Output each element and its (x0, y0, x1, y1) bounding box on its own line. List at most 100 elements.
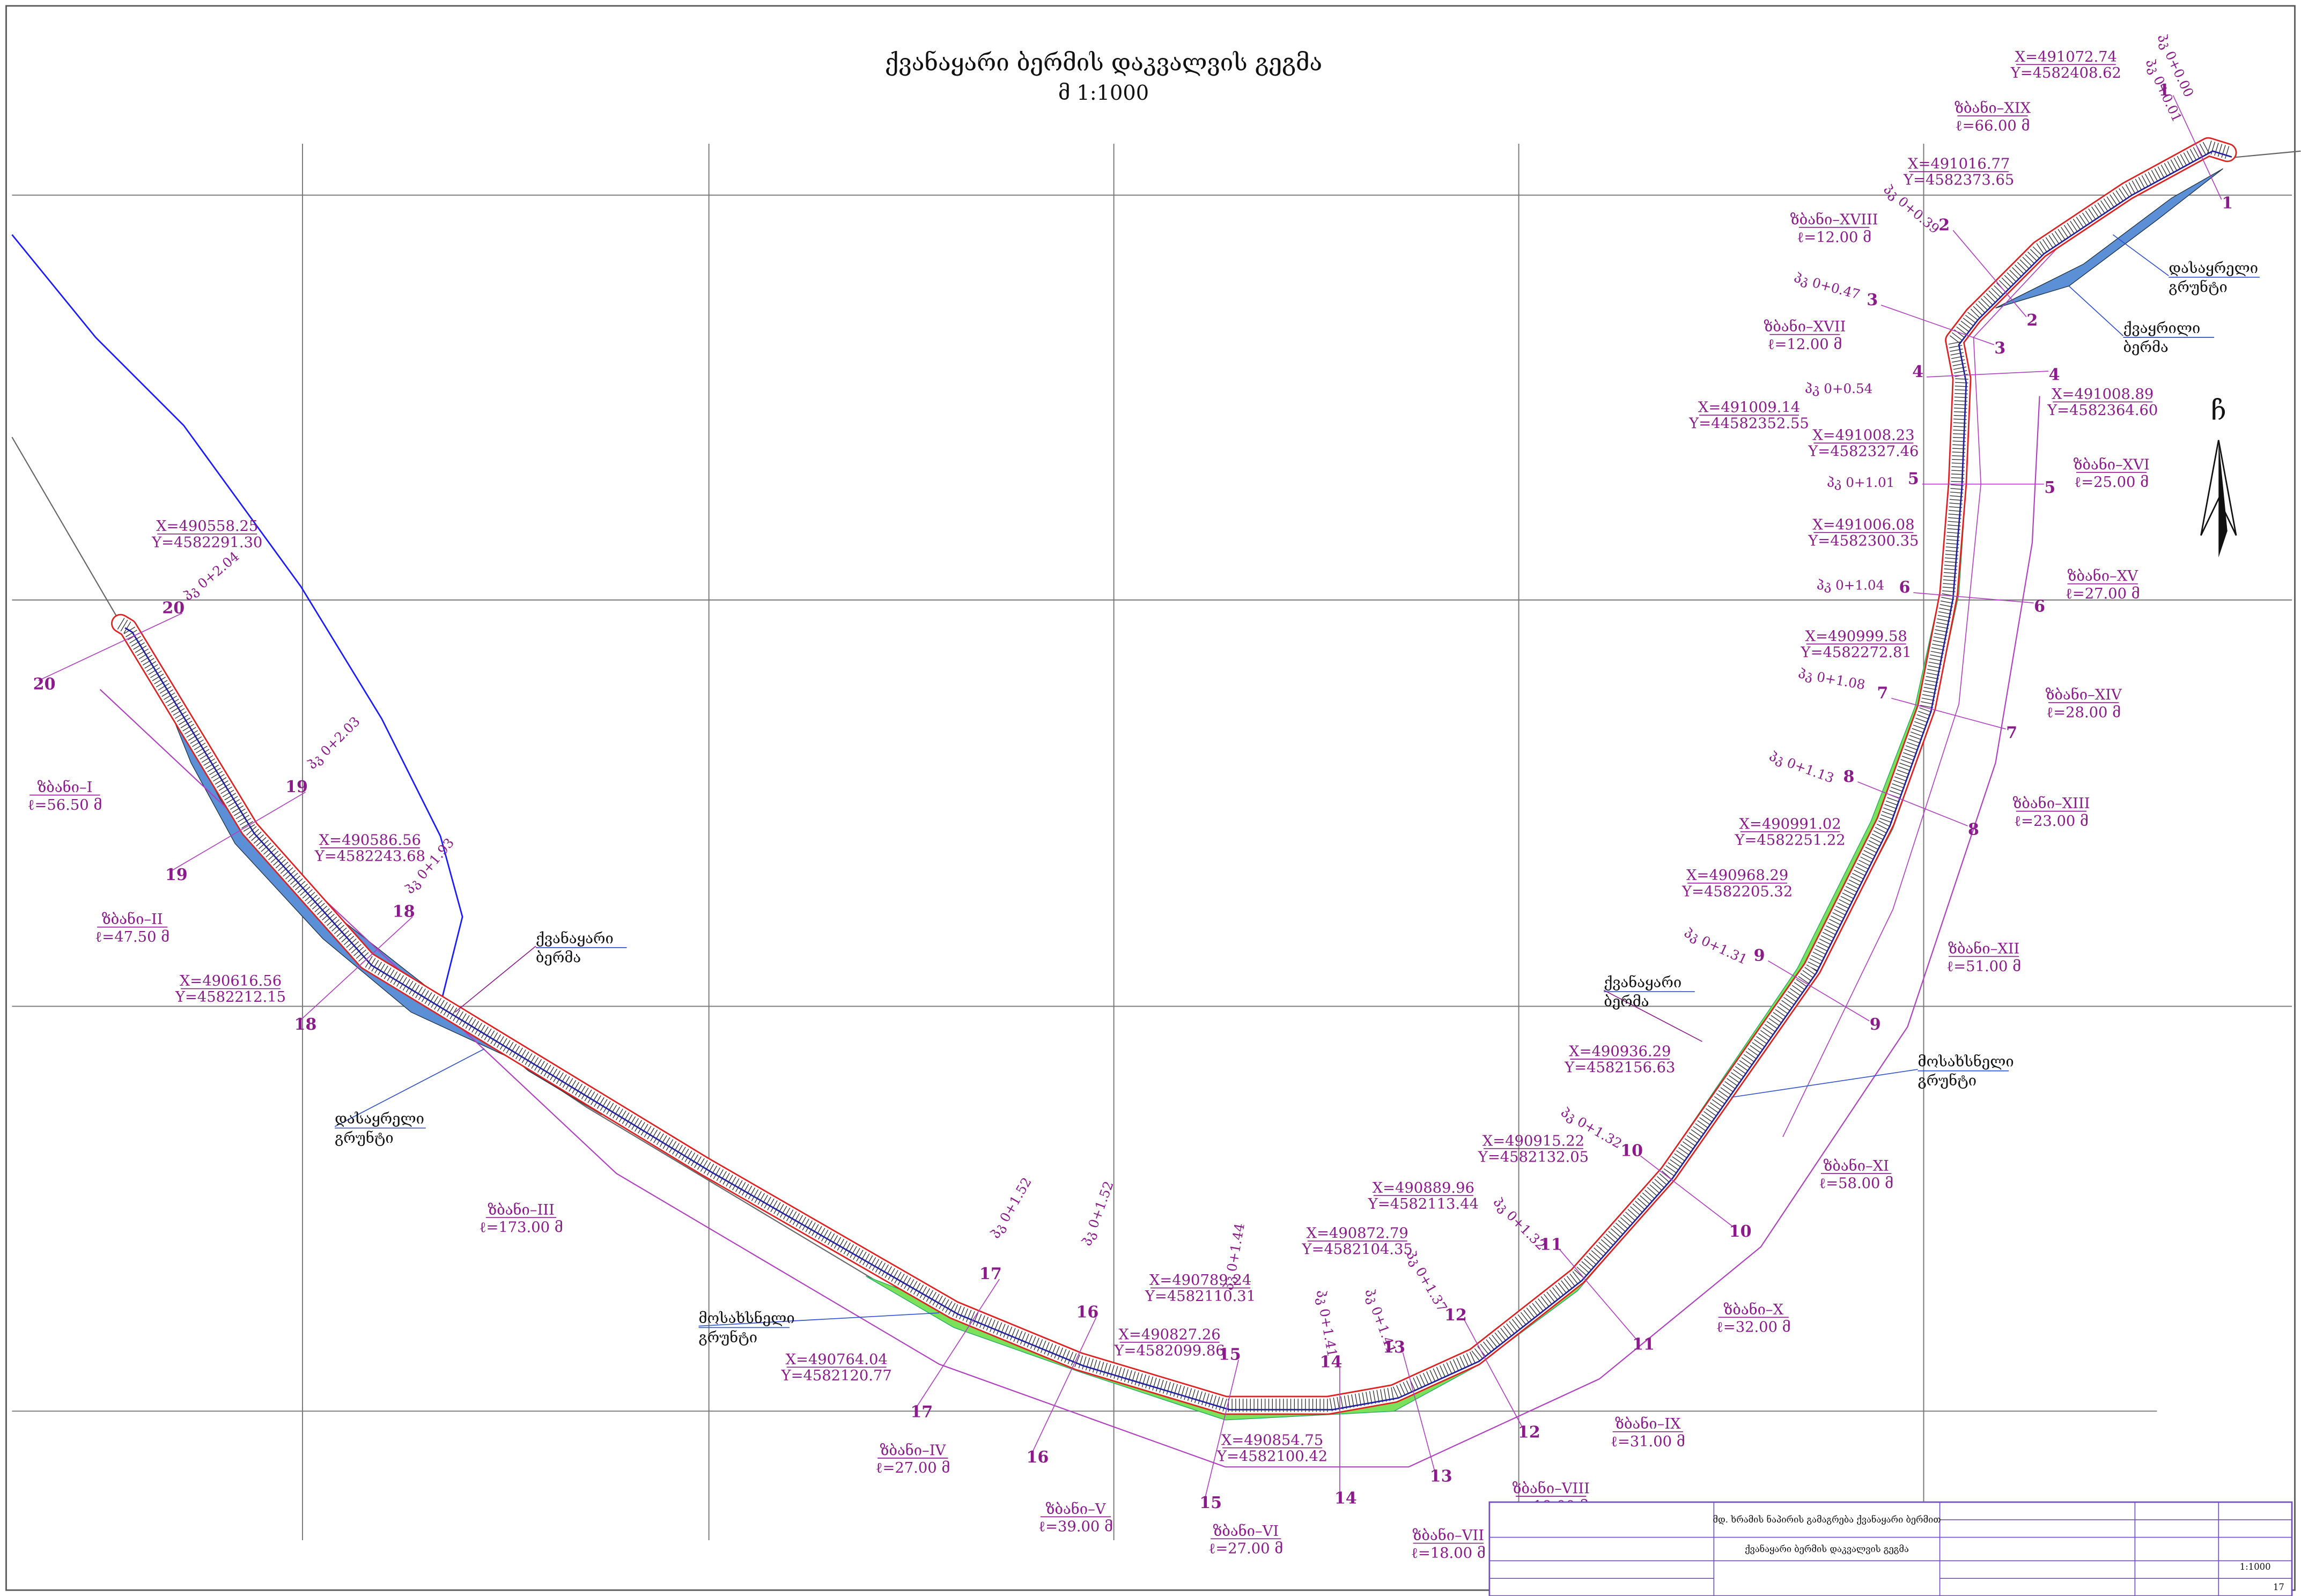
station-line (1559, 1249, 1638, 1341)
station-number: 10 (1620, 1141, 1643, 1160)
station-number: 5 (1908, 470, 1919, 489)
picket-label: პკ 0+1.37 (1403, 1248, 1450, 1314)
ground-line (2223, 150, 2301, 159)
section-length: ℓ=27.00 მ (875, 1460, 950, 1476)
coordinate-x: X=491009.14 (1698, 400, 1800, 416)
frame (5, 5, 2296, 1591)
coordinate-x: X=490991.02 (1739, 816, 1841, 832)
station-number: 16 (1076, 1303, 1098, 1321)
coordinate-y: Y=4582373.65 (1903, 172, 2014, 189)
coordinate-y: Y=44582352.55 (1688, 416, 1809, 432)
coordinate-x: X=490586.56 (319, 832, 421, 849)
sheet-number: 17 (2273, 1582, 2284, 1592)
section-length: ℓ=47.50 მ (95, 929, 169, 945)
coordinate-x: X=490999.58 (1805, 628, 1907, 645)
station-number: 9 (1754, 947, 1765, 965)
picket-label: პკ 0+1.01 (1827, 475, 1894, 490)
coordinate-y: Y=4582327.46 (1808, 444, 1919, 460)
station-line (1952, 230, 2027, 317)
title-block-lines (1489, 1502, 2292, 1596)
north-arrow-fill (2218, 440, 2228, 558)
section-boundary (99, 396, 2040, 1468)
station-line (1926, 371, 2049, 378)
picket-label: პკ 0+1.52 (1079, 1179, 1116, 1248)
picket-label: პკ 0+2.04 (180, 549, 242, 604)
station-number: 18 (393, 903, 415, 921)
station-number: 1 (2159, 81, 2170, 100)
coordinate-x: X=490616.56 (180, 973, 282, 989)
region-label: ბერმა (2123, 339, 2169, 356)
block-scale: 1:1000 (2240, 1562, 2271, 1572)
coordinate-x: X=491008.23 (1812, 427, 1914, 444)
coordinate-y: Y=4582251.22 (1734, 832, 1845, 849)
station-number: 7 (1877, 684, 1888, 703)
station-number: 10 (1729, 1222, 1752, 1241)
coordinate-x: X=490872.79 (1307, 1225, 1408, 1242)
station-number: 3 (1994, 339, 2005, 358)
station-number: 11 (1540, 1235, 1562, 1254)
station-number: 13 (1430, 1467, 1452, 1486)
grid (12, 144, 2292, 1541)
section-name: ზბანი–V (1045, 1501, 1106, 1518)
station-line (1031, 1317, 1097, 1454)
station-number: 11 (1632, 1335, 1655, 1354)
coordinate-x: X=490789.24 (1149, 1272, 1251, 1289)
coordinate-x: X=491016.77 (1908, 156, 2010, 173)
region-label: გრუნტი (699, 1329, 758, 1346)
leader-line (1603, 989, 1702, 1042)
region-label: ქვანაყარი (536, 930, 614, 947)
coordinate-y: Y=4582300.35 (1808, 533, 1919, 550)
coordinate-y: Y=4582156.63 (1564, 1060, 1675, 1076)
station-line (170, 792, 306, 872)
station-number: 19 (165, 866, 188, 884)
station-number: 13 (1383, 1338, 1405, 1357)
leader-line (334, 1048, 485, 1127)
station-line (1857, 781, 1968, 826)
annotations: X=491072.74Y=4582408.62X=491016.77Y=4582… (27, 32, 2260, 1562)
coordinate-y: Y=4582291.30 (151, 534, 262, 551)
section-length: ℓ=18.00 მ (1411, 1545, 1486, 1562)
section-name: ზბანი–XVIII (1790, 212, 1878, 228)
station-number: 1 (2222, 194, 2233, 212)
coordinate-y: Y=4582099.86 (1113, 1342, 1225, 1359)
station-number: 16 (1026, 1448, 1049, 1467)
picket-label: პკ 0+0.54 (1805, 381, 1872, 396)
project-name: მდ. ხრამის ნაპირის გამაგრება ქვანაყარი ბ… (1713, 1514, 1941, 1525)
section-length: ℓ=23.00 მ (2014, 813, 2089, 830)
region-label: ბერმა (1604, 993, 1649, 1010)
title-block: მდ. ხრამის ნაპირის გამაგრება ქვანაყარი ბ… (1488, 1501, 2293, 1596)
section-name: ზბანი–VIII (1513, 1481, 1590, 1497)
station-number: 12 (1444, 1306, 1467, 1325)
region-label: მოსახსნელი (699, 1310, 795, 1327)
station-number: 17 (910, 1402, 933, 1421)
coordinate-x: X=490889.96 (1373, 1180, 1474, 1196)
station-number: 19 (285, 778, 308, 796)
station-number: 6 (1899, 578, 1910, 597)
station-line (38, 612, 183, 681)
section-length: ℓ=31.00 მ (1611, 1434, 1685, 1450)
station-number: 4 (2048, 365, 2060, 384)
section-name: ზბანი–XVII (1764, 319, 1846, 335)
coordinate-y: Y=4582364.60 (2047, 402, 2158, 419)
region-label: გრუნტი (335, 1130, 394, 1147)
coordinate-x: X=491008.89 (2052, 386, 2154, 403)
region-label: გრუნტი (1918, 1073, 1977, 1089)
section-length: ℓ=56.50 მ (27, 797, 102, 814)
berm-body (112, 138, 2236, 1414)
coordinate-x: X=490558.25 (156, 518, 258, 535)
station-line (1891, 698, 2006, 730)
berm-inner-edge (124, 150, 2232, 1410)
coordinate-x: X=490936.29 (1569, 1043, 1671, 1060)
station-number: 2 (2026, 311, 2038, 330)
station-number: 5 (2044, 478, 2055, 497)
station-number: 3 (1867, 291, 1878, 309)
section-name: ზბანი–XV (2067, 568, 2138, 585)
region-label: ქვანაყარი (1604, 974, 1682, 991)
coordinate-y: Y=4582110.31 (1145, 1288, 1256, 1305)
station-number: 17 (979, 1265, 1002, 1283)
leader-line (698, 1312, 940, 1327)
coordinate-y: Y=4582408.62 (2010, 65, 2121, 82)
section-name: ზბანი–XI (1823, 1158, 1889, 1174)
section-name: ზბანი–IX (1615, 1416, 1681, 1432)
section-name: ზბანი–XII (1948, 941, 2019, 957)
